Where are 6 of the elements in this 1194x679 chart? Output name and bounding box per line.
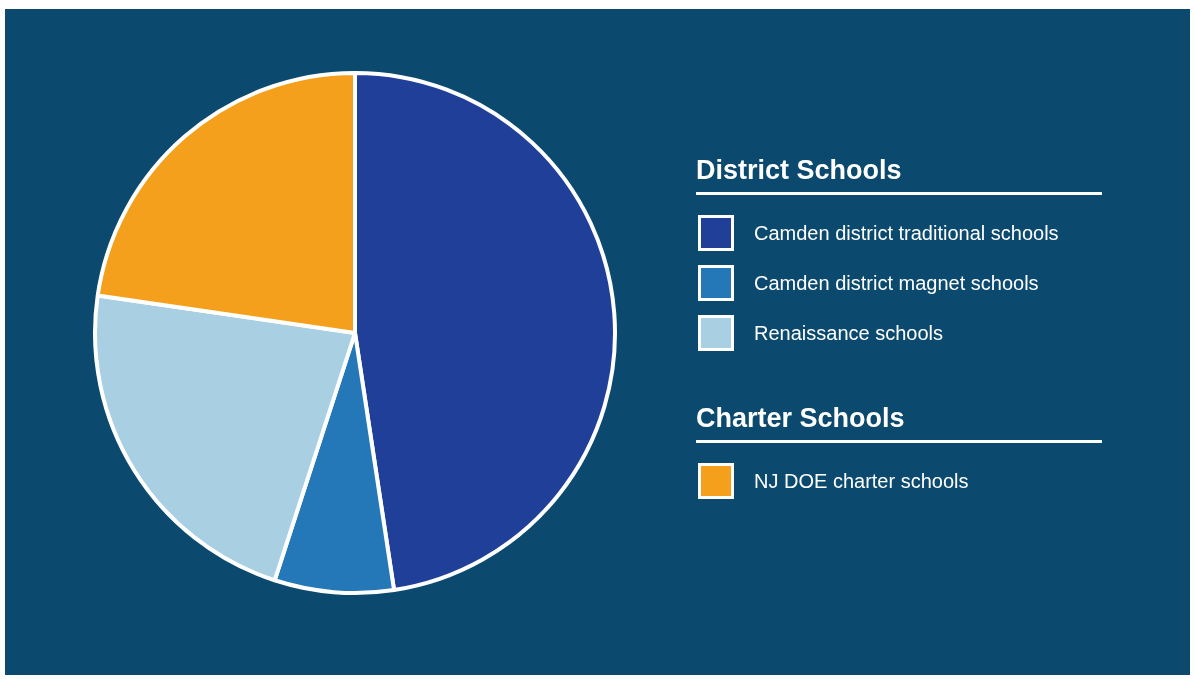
legend-label: Camden district traditional schools: [754, 221, 1059, 245]
legend-label: Renaissance schools: [754, 321, 943, 345]
legend-label: NJ DOE charter schools: [754, 469, 969, 493]
text: District Schools: [696, 155, 1102, 195]
legend-label: Camden district magnet schools: [754, 271, 1039, 295]
text: Charter Schools: [696, 403, 1102, 443]
